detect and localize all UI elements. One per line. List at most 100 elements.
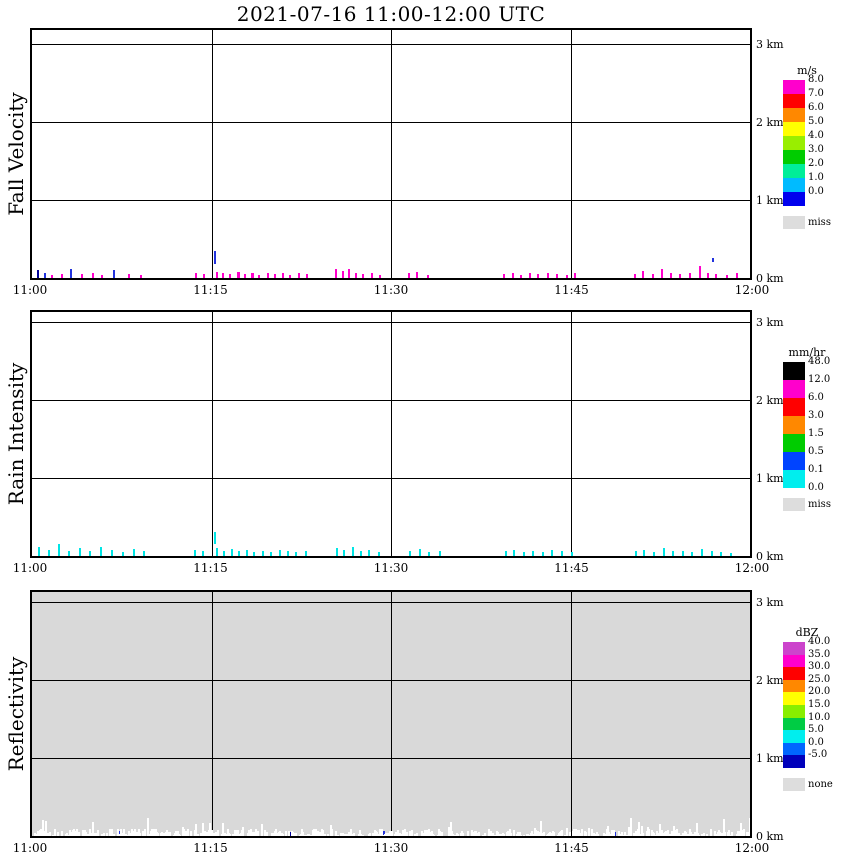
reflectivity-noise-mark [315,829,317,836]
reflectivity-noise-mark [321,829,323,836]
rain-intensity-data-mark [238,551,240,556]
fall-velocity-data-mark [529,273,531,278]
fall-velocity-legend-swatch [783,178,805,192]
reflectivity-legend-swatch [783,742,805,756]
reflectivity-noise-mark [596,832,598,836]
reflectivity-noise-mark [282,834,284,836]
reflectivity-noise-mark [183,829,185,836]
reflectivity-noise-mark [222,823,224,836]
reflectivity-noise-mark [546,835,548,836]
reflectivity-noise-mark [564,835,566,836]
fall-velocity-data-mark [335,269,337,278]
rain-intensity-data-mark [194,550,196,556]
reflectivity-noise-mark [381,831,383,836]
reflectivity-noise-mark [313,829,315,836]
reflectivity-noise-mark [513,830,515,836]
reflectivity-noise-mark [636,834,638,836]
reflectivity-noise-mark [720,833,722,836]
reflectivity-noise-mark [202,823,204,836]
fall-velocity-data-mark [652,274,654,278]
x-tick-label: 11:45 [554,283,589,297]
reflectivity-noise-mark [475,831,477,836]
rain-intensity-data-mark [663,548,665,556]
fall-velocity-legend-swatch [783,94,805,108]
rain-intensity-data-mark [231,549,233,556]
reflectivity-noise-mark [49,832,51,836]
reflectivity-noise-mark [559,832,561,836]
reflectivity-noise-mark [336,835,338,836]
fall-velocity-data-mark [371,273,373,278]
reflectivity-noise-mark [151,829,153,836]
horizontal-gridline [32,602,750,603]
reflectivity-noise-mark [642,833,644,836]
reflectivity-legend-missing-swatch [783,778,805,791]
fall-velocity-legend-swatch [783,80,805,94]
fall-velocity-legend-label: 6.0 [808,102,824,113]
fall-velocity-legend-swatch [783,150,805,164]
fall-velocity-legend-swatch [783,122,805,136]
fall-velocity-data-mark [251,273,254,278]
reflectivity-noise-mark [537,832,539,836]
reflectivity-noise-mark [89,829,91,836]
vertical-gridline [391,592,392,836]
reflectivity-noise-mark [743,829,745,836]
rain-intensity-data-mark [287,551,289,556]
fall-velocity-data-mark [416,272,418,278]
reflectivity-plot-area [30,590,752,838]
reflectivity-noise-mark [67,835,69,836]
reflectivity-noise-mark [575,829,577,836]
reflectivity-legend-units: dBZ [795,626,819,639]
reflectivity-noise-mark [467,831,469,836]
reflectivity-noise-mark [607,826,609,836]
reflectivity-noise-mark [227,829,229,836]
reflectivity-noise-mark [135,833,137,836]
reflectivity-noise-mark [575,835,577,836]
rain-intensity-data-mark [720,552,722,556]
vertical-gridline [212,592,213,836]
fall-velocity-data-mark [679,274,681,278]
fall-velocity-data-mark [342,271,344,278]
reflectivity-noise-mark [633,835,635,836]
reflectivity-noise-mark [655,835,657,836]
reflectivity-noise-mark [312,834,314,836]
reflectivity-noise-mark [304,835,306,836]
reflectivity-noise-mark [187,829,189,836]
fall-velocity-data-mark [715,274,717,278]
reflectivity-noise-mark [622,835,624,836]
rain-intensity-data-mark [270,552,272,556]
fall-velocity-data-mark [362,274,364,278]
reflectivity-noise-mark [162,833,164,836]
rain-intensity-data-mark [79,548,81,556]
fall-velocity-data-mark [503,274,505,278]
fall-velocity-data-mark [128,274,130,278]
reflectivity-noise-mark [718,830,720,836]
reflectivity-noise-mark [173,835,175,836]
reflectivity-noise-mark [156,832,158,836]
reflectivity-noise-mark [573,829,575,836]
reflectivity-noise-mark [591,829,593,836]
reflectivity-noise-mark [142,832,144,836]
reflectivity-noise-mark [331,829,333,836]
rain-intensity-data-mark [360,551,362,556]
reflectivity-noise-mark [169,832,171,836]
reflectivity-noise-mark [126,835,128,836]
fall-velocity-data-mark [566,275,568,278]
fall-velocity-data-mark [222,273,224,278]
reflectivity-noise-mark [647,827,649,836]
reflectivity-noise-mark [603,834,605,836]
reflectivity-noise-mark [292,832,294,836]
fall-velocity-data-mark [51,275,53,278]
reflectivity-noise-mark [307,834,309,836]
reflectivity-noise-mark [549,832,551,836]
reflectivity-noise-mark [389,831,391,836]
reflectivity-noise-mark [103,833,105,836]
rain-intensity-data-mark [48,550,50,556]
reflectivity-noise-mark [424,830,426,836]
reflectivity-noise-mark [179,835,181,836]
reflectivity-noise-mark [597,834,599,836]
reflectivity-noise-mark [301,831,303,836]
reflectivity-noise-mark [696,823,698,836]
reflectivity-noise-mark [738,831,740,836]
x-tick-label: 12:00 [734,841,770,855]
reflectivity-noise-mark [182,827,184,836]
